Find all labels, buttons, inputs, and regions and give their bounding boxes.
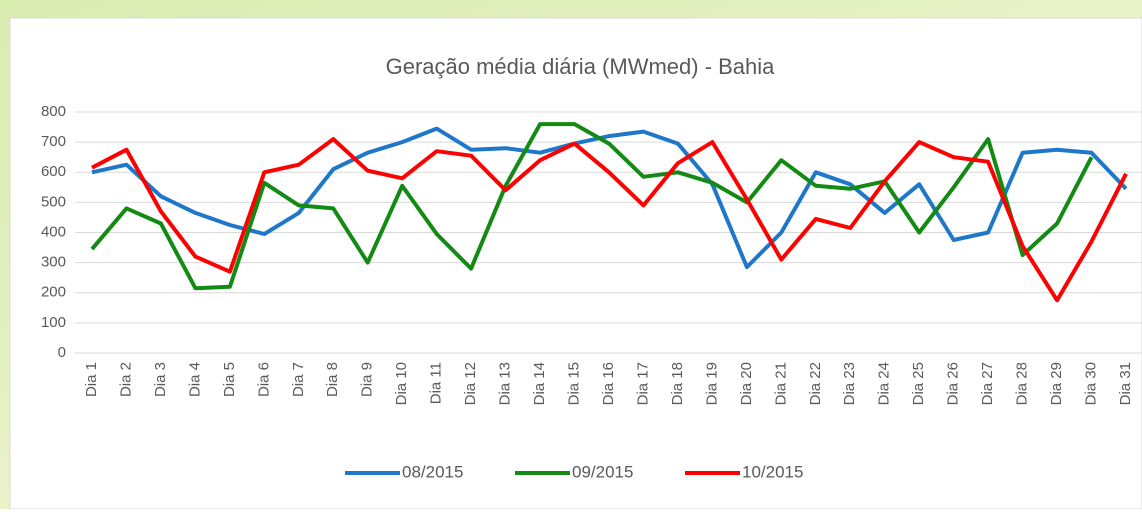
x-tick-label: Dia 21 [772,362,789,405]
x-tick-label: Dia 30 [1083,362,1100,405]
x-tick-label: Dia 2 [117,362,134,397]
x-tick-label: Dia 27 [979,362,996,405]
x-tick-label: Dia 19 [703,362,720,405]
series-line [90,122,1094,291]
x-tick-label: Dia 23 [841,362,858,405]
x-tick-label: Dia 1 [83,362,100,397]
series-line [91,137,1128,303]
y-tick-label: 400 [41,223,66,240]
y-tick-label: 0 [58,344,66,361]
x-tick-label: Dia 13 [497,362,514,405]
x-tick-label: Dia 10 [393,362,410,405]
x-tick-label: Dia 5 [221,362,238,397]
x-tick-label: Dia 31 [1117,362,1134,405]
x-tick-label: Dia 15 [566,362,583,405]
x-tick-label: Dia 9 [359,362,376,397]
legend-label: 10/2015 [742,462,803,481]
x-tick-label: Dia 26 [945,362,962,405]
x-tick-label: Dia 25 [910,362,927,405]
y-tick-label: 800 [41,103,66,120]
x-tick-label: Dia 3 [152,362,169,397]
x-tick-label: Dia 18 [669,362,686,405]
x-tick-label: Dia 7 [290,362,307,397]
x-tick-label: Dia 14 [531,362,548,405]
chart-title: Geração média diária (MWmed) - Bahia [386,54,776,79]
x-tick-label: Dia 24 [876,362,893,405]
x-tick-label: Dia 4 [186,362,203,397]
x-tick-label: Dia 20 [738,362,755,405]
chart-area [9,17,1142,510]
y-tick-label: 200 [41,284,66,301]
legend-label: 09/2015 [572,462,633,481]
legend-label: 08/2015 [402,462,463,481]
x-tick-label: Dia 6 [255,362,272,397]
y-tick-label: 600 [41,163,66,180]
y-tick-label: 700 [41,133,66,150]
x-tick-label: Dia 29 [1048,362,1065,405]
y-tick-label: 300 [41,254,66,271]
y-tick-label: 500 [41,193,66,210]
x-tick-label: Dia 12 [462,362,479,405]
series-line [91,126,1128,270]
x-tick-label: Dia 28 [1014,362,1031,405]
x-tick-label: Dia 17 [634,362,651,405]
x-tick-label: Dia 8 [324,362,341,397]
x-tick-label: Dia 11 [428,362,445,404]
x-tick-label: Dia 16 [600,362,617,405]
x-tick-label: Dia 22 [807,362,824,405]
y-tick-label: 100 [41,314,66,331]
